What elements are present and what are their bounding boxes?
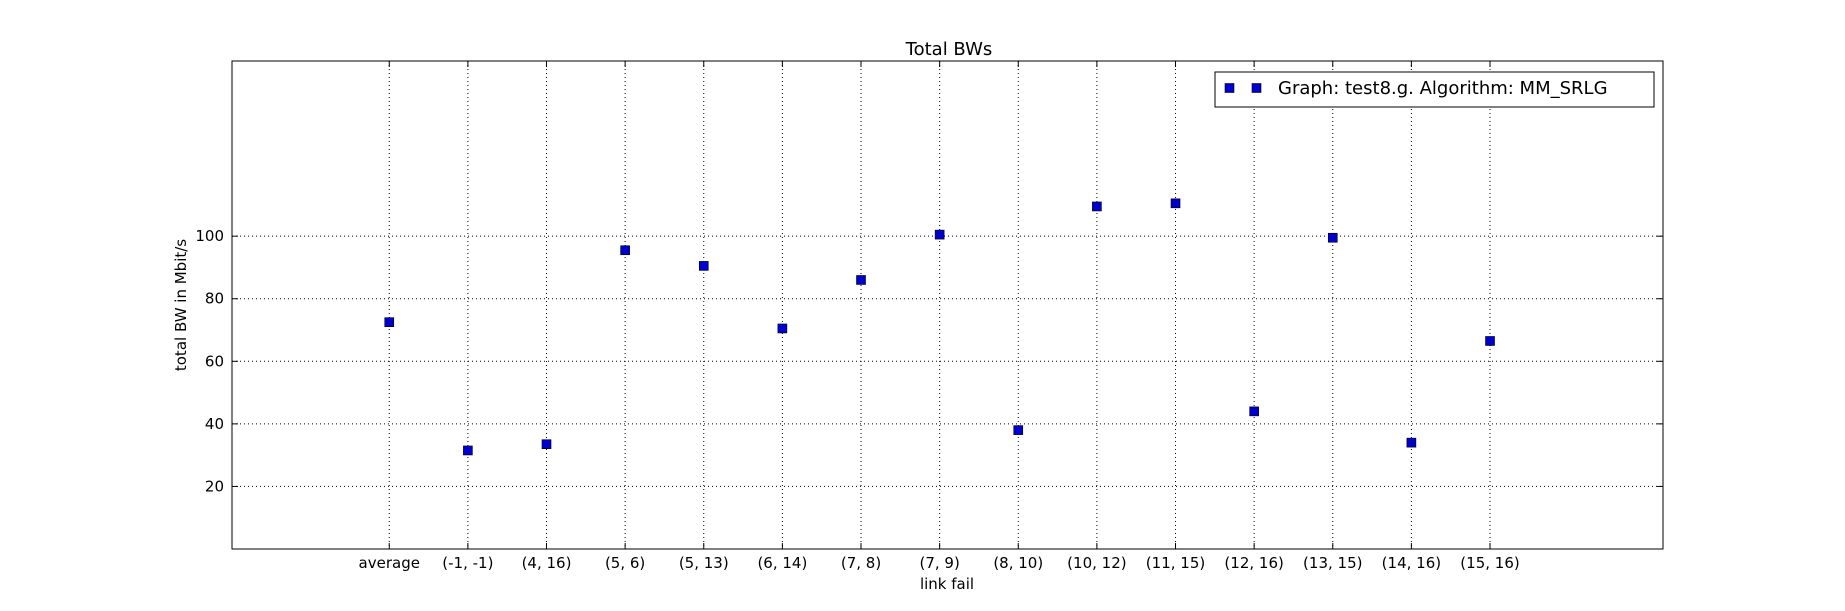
legend-label: Graph: test8.g. Algorithm: MM_SRLG (1278, 78, 1608, 99)
legend-frame (1214, 71, 1655, 108)
data-point (620, 245, 630, 256)
data-point (1170, 198, 1181, 209)
y-tick-label: 60 (205, 352, 224, 370)
x-tick-label: (8, 10) (993, 554, 1043, 572)
x-tick-label: average (359, 554, 420, 572)
data-point (541, 439, 552, 450)
data-point (934, 229, 945, 240)
data-point (777, 323, 788, 334)
x-tick-label: (11, 15) (1146, 554, 1205, 572)
data-point (1485, 336, 1495, 346)
y-tick-label: 40 (205, 415, 224, 433)
y-tick-label: 100 (195, 227, 224, 245)
legend: Graph: test8.g. Algorithm: MM_SRLG (1214, 71, 1655, 108)
x-tick-label: (7, 9) (919, 554, 959, 572)
data-point (856, 275, 866, 285)
x-axis-label: link fail (920, 575, 974, 593)
x-tick-label: (13, 15) (1303, 554, 1362, 572)
legend-marker (1251, 83, 1262, 93)
x-tick-label: (6, 14) (757, 554, 807, 572)
y-axis-ticks: 20 40 60 80 100 (195, 227, 1663, 495)
y-tick-label: 80 (205, 290, 224, 308)
data-point (384, 317, 395, 328)
x-tick-label: (-1, -1) (442, 554, 493, 572)
data-point (1249, 406, 1259, 417)
data-point (463, 445, 473, 456)
data-point (1092, 201, 1102, 212)
x-tick-label: (10, 12) (1067, 554, 1126, 572)
chart-title: Total BWs (905, 39, 993, 60)
x-tick-label: (4, 16) (522, 554, 572, 572)
plot-area-frame (231, 60, 1664, 550)
x-tick-label: (12, 16) (1224, 554, 1283, 572)
x-tick-label: (14, 16) (1382, 554, 1441, 572)
x-tick-label: (5, 13) (679, 554, 729, 572)
x-tick-label: (15, 16) (1460, 554, 1519, 572)
x-axis-ticks: average (-1, -1) (4, 16) (5, 6) (5, 13) (6, 1… (359, 61, 1520, 572)
x-tick-label: (7, 8) (841, 554, 881, 572)
data-point (698, 261, 709, 271)
grid-lines (232, 61, 1663, 549)
y-axis-label: total BW in Mbit/s (172, 239, 190, 371)
data-point (1013, 425, 1024, 435)
data-series (384, 198, 1495, 456)
legend-marker (1224, 83, 1235, 93)
x-tick-label: (5, 6) (605, 554, 645, 572)
data-point (1406, 437, 1417, 448)
data-point (1327, 232, 1338, 243)
y-tick-label: 20 (205, 477, 224, 495)
